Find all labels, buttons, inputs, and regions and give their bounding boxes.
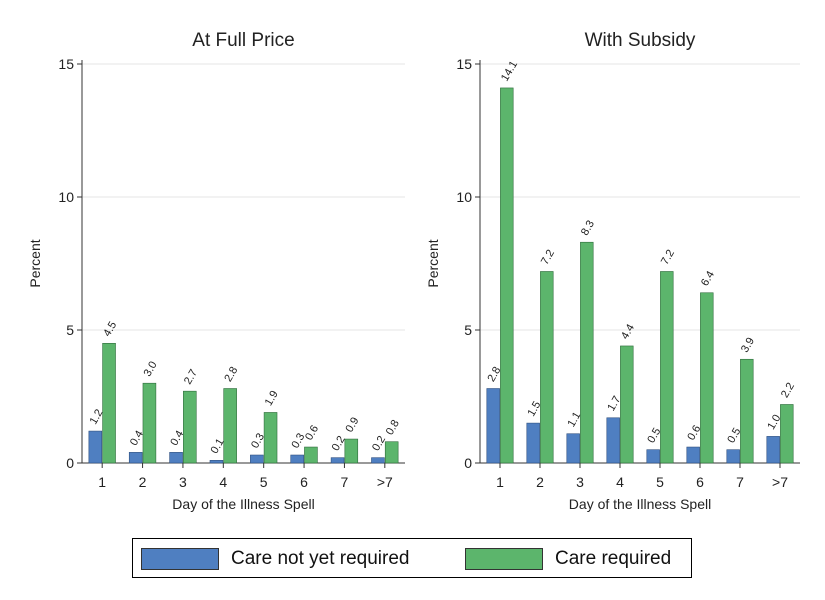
x-tick-label: 5 xyxy=(656,474,664,490)
data-label: 2.8 xyxy=(222,365,240,384)
bar-care-not-yet-required xyxy=(128,452,143,464)
bar-care-not-yet-required xyxy=(486,388,500,464)
y-axis-label: Percent xyxy=(27,239,43,287)
legend-swatch-blue xyxy=(141,548,219,570)
bar-care-not-yet-required xyxy=(566,433,580,464)
bar-care-required xyxy=(580,241,594,464)
bar-care-not-yet-required xyxy=(371,457,385,464)
x-tick-label: 5 xyxy=(260,474,268,490)
x-tick-label: 4 xyxy=(219,474,227,490)
bar-care-required xyxy=(700,292,714,464)
y-tick-label: 5 xyxy=(464,322,472,338)
legend-label: Care not yet required xyxy=(231,548,410,569)
bar-care-not-yet-required xyxy=(88,430,103,464)
x-axis-label: Day of the Illness Spell xyxy=(172,496,314,512)
bar-care-not-yet-required xyxy=(646,449,660,464)
x-tick-label: 7 xyxy=(736,474,744,490)
data-label: 14.1 xyxy=(499,59,520,84)
x-axis-label: Day of the Illness Spell xyxy=(569,496,711,512)
x-tick-label: 3 xyxy=(179,474,187,490)
y-tick-label: 10 xyxy=(456,189,472,205)
x-tick-label: 1 xyxy=(496,474,504,490)
data-label: 7.2 xyxy=(659,248,677,267)
chart-figure: At Full Price051015Percent1.24.510.43.02… xyxy=(27,30,800,512)
bar-care-not-yet-required xyxy=(169,452,183,464)
bar-care-not-yet-required xyxy=(686,446,700,464)
legend-swatch-green xyxy=(465,548,543,570)
bar-care-required xyxy=(102,342,116,464)
x-tick-label: 3 xyxy=(576,474,584,490)
panel-title: With Subsidy xyxy=(585,30,696,51)
bar-care-required xyxy=(344,438,359,464)
bar-care-required xyxy=(500,87,514,464)
legend-label: Care required xyxy=(555,548,672,569)
bar-care-not-yet-required xyxy=(526,422,540,464)
bar-care-required xyxy=(183,390,197,464)
data-label: 0.8 xyxy=(384,418,402,437)
bar-care-not-yet-required xyxy=(726,449,740,464)
panel-title: At Full Price xyxy=(192,30,294,51)
data-label: 0.9 xyxy=(344,415,362,434)
x-tick-label: 1 xyxy=(98,474,106,490)
bar-care-required xyxy=(620,345,634,464)
bar-care-required xyxy=(780,404,794,464)
bar-care-not-yet-required xyxy=(250,454,264,464)
x-tick-label: 6 xyxy=(696,474,704,490)
bar-care-required xyxy=(142,382,157,464)
data-label: 1.9 xyxy=(263,389,281,408)
y-tick-label: 5 xyxy=(66,322,74,338)
bar-care-required xyxy=(263,412,278,464)
bar-care-required xyxy=(740,358,754,464)
bar-care-not-yet-required xyxy=(209,460,224,464)
x-tick-label: >7 xyxy=(377,474,393,490)
data-label: 3.9 xyxy=(739,336,757,355)
bar-care-not-yet-required xyxy=(290,454,304,464)
bar-care-not-yet-required xyxy=(606,417,620,464)
y-tick-label: 15 xyxy=(58,56,74,72)
x-tick-label: 7 xyxy=(341,474,349,490)
bar-care-not-yet-required xyxy=(330,457,345,464)
y-tick-label: 0 xyxy=(464,455,472,471)
y-axis-label: Percent xyxy=(425,239,441,287)
y-tick-label: 15 xyxy=(456,56,472,72)
bar-care-required xyxy=(660,271,674,464)
bar-care-not-yet-required xyxy=(766,436,780,464)
legend-item-care-required: Care required xyxy=(465,547,671,571)
data-label: 8.3 xyxy=(579,218,597,237)
legend: Care not yet required Care required xyxy=(132,538,692,578)
x-tick-label: 6 xyxy=(300,474,308,490)
y-tick-label: 10 xyxy=(58,189,74,205)
bar-care-required xyxy=(304,446,318,464)
legend-item-care-not-yet-required: Care not yet required xyxy=(141,547,410,571)
x-tick-label: 4 xyxy=(616,474,624,490)
bar-care-required xyxy=(384,441,399,464)
data-label: 3.0 xyxy=(142,359,160,378)
data-label: 4.4 xyxy=(619,322,637,341)
data-label: 4.5 xyxy=(101,320,119,339)
y-tick-label: 0 xyxy=(66,455,74,471)
bar-care-required xyxy=(223,388,237,464)
data-label: 2.2 xyxy=(779,381,797,400)
data-label: 7.2 xyxy=(539,248,557,267)
x-tick-label: >7 xyxy=(772,474,788,490)
data-label: 2.7 xyxy=(182,367,200,386)
bar-care-required xyxy=(540,271,554,464)
x-tick-label: 2 xyxy=(536,474,544,490)
x-tick-label: 2 xyxy=(139,474,147,490)
data-label: 6.4 xyxy=(699,269,717,288)
